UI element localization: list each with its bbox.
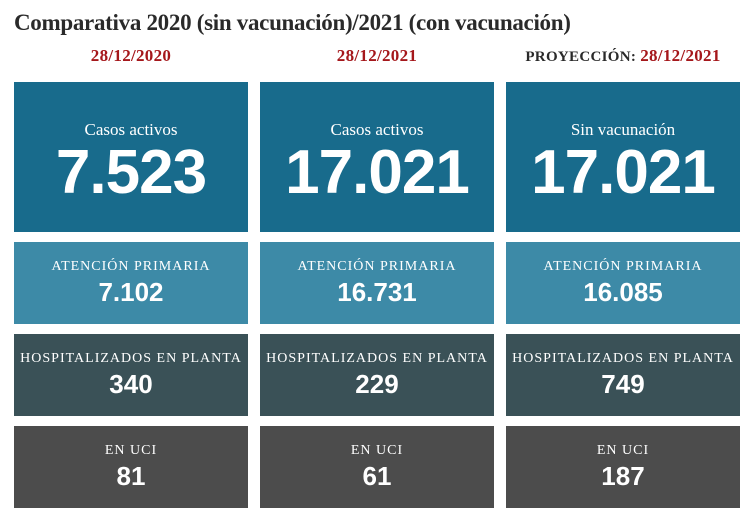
- card-value: 16.731: [337, 277, 417, 308]
- card-label: ATENCIÓN PRIMARIA: [52, 259, 211, 275]
- card-label: HOSPITALIZADOS EN PLANTA: [512, 351, 734, 367]
- card-value: 17.021: [531, 142, 715, 204]
- columns-grid: 28/12/2020 Casos activos 7.523 ATENCIÓN …: [14, 46, 740, 508]
- card-value: 229: [355, 369, 398, 400]
- card-value: 7.102: [98, 277, 163, 308]
- column-2020: 28/12/2020 Casos activos 7.523 ATENCIÓN …: [14, 46, 248, 508]
- card-value: 61: [363, 461, 392, 492]
- card-primary-care: ATENCIÓN PRIMARIA 7.102: [14, 242, 248, 324]
- card-value: 81: [117, 461, 146, 492]
- card-no-vaccination: Sin vacunación 17.021: [506, 82, 740, 232]
- card-label: EN UCI: [351, 443, 403, 459]
- card-label: Sin vacunación: [571, 120, 675, 140]
- card-value: 17.021: [285, 142, 469, 204]
- card-hospitalized: HOSPITALIZADOS EN PLANTA 340: [14, 334, 248, 416]
- card-active-cases: Casos activos 7.523: [14, 82, 248, 232]
- card-value: 16.085: [583, 277, 663, 308]
- column-2021: 28/12/2021 Casos activos 17.021 ATENCIÓN…: [260, 46, 494, 508]
- column-projection: PROYECCIÓN: 28/12/2021 Sin vacunación 17…: [506, 46, 740, 508]
- card-value: 340: [109, 369, 152, 400]
- column-header: PROYECCIÓN: 28/12/2021: [506, 46, 740, 72]
- card-value: 187: [601, 461, 644, 492]
- projection-label: PROYECCIÓN:: [525, 49, 640, 65]
- card-label: HOSPITALIZADOS EN PLANTA: [20, 351, 242, 367]
- card-label: Casos activos: [330, 120, 423, 140]
- projection-date: 28/12/2021: [640, 46, 720, 65]
- card-label: HOSPITALIZADOS EN PLANTA: [266, 351, 488, 367]
- card-icu: EN UCI 61: [260, 426, 494, 508]
- card-value: 7.523: [56, 142, 206, 204]
- card-primary-care: ATENCIÓN PRIMARIA 16.085: [506, 242, 740, 324]
- card-hospitalized: HOSPITALIZADOS EN PLANTA 229: [260, 334, 494, 416]
- card-icu: EN UCI 187: [506, 426, 740, 508]
- infographic-container: Comparativa 2020 (sin vacunación)/2021 (…: [0, 0, 754, 518]
- card-active-cases: Casos activos 17.021: [260, 82, 494, 232]
- card-label: ATENCIÓN PRIMARIA: [544, 259, 703, 275]
- column-header: 28/12/2021: [260, 46, 494, 72]
- card-hospitalized: HOSPITALIZADOS EN PLANTA 749: [506, 334, 740, 416]
- main-title: Comparativa 2020 (sin vacunación)/2021 (…: [14, 10, 740, 36]
- card-label: EN UCI: [105, 443, 157, 459]
- card-icu: EN UCI 81: [14, 426, 248, 508]
- card-primary-care: ATENCIÓN PRIMARIA 16.731: [260, 242, 494, 324]
- card-value: 749: [601, 369, 644, 400]
- card-label: ATENCIÓN PRIMARIA: [298, 259, 457, 275]
- card-label: Casos activos: [84, 120, 177, 140]
- card-label: EN UCI: [597, 443, 649, 459]
- column-header: 28/12/2020: [14, 46, 248, 72]
